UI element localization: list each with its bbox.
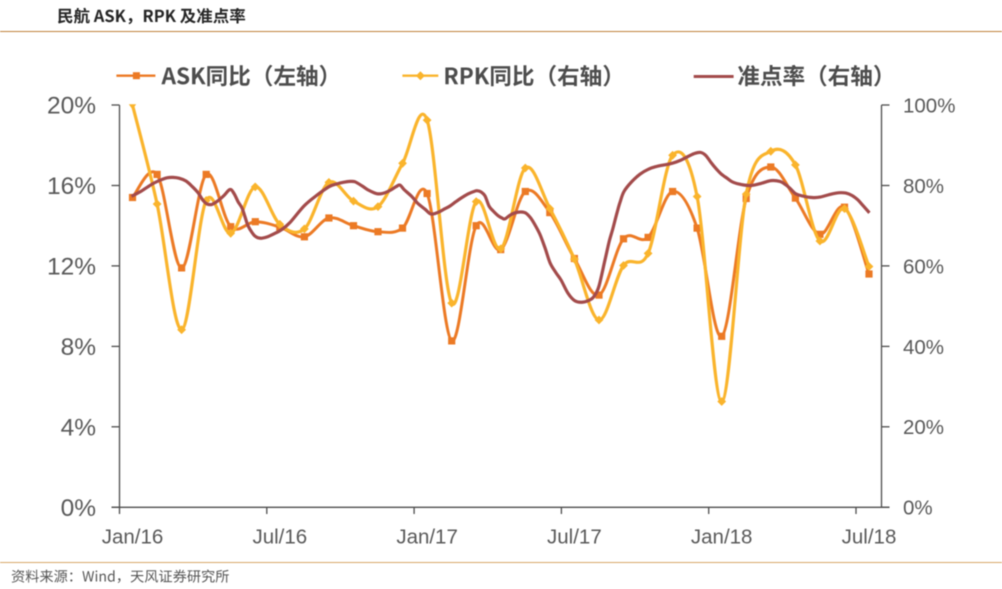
svg-text:16%: 16% bbox=[47, 173, 96, 200]
svg-text:Jul/16: Jul/16 bbox=[252, 526, 307, 549]
svg-text:80%: 80% bbox=[903, 175, 944, 198]
svg-text:20%: 20% bbox=[903, 416, 944, 439]
svg-text:40%: 40% bbox=[903, 336, 944, 359]
svg-text:0%: 0% bbox=[903, 497, 933, 520]
svg-text:4%: 4% bbox=[61, 414, 96, 441]
svg-text:20%: 20% bbox=[47, 93, 96, 120]
svg-text:60%: 60% bbox=[903, 255, 944, 278]
svg-text:Jan/16: Jan/16 bbox=[102, 526, 164, 549]
svg-text:Jul/18: Jul/18 bbox=[842, 526, 897, 549]
svg-text:0%: 0% bbox=[61, 495, 96, 522]
svg-text:Jan/17: Jan/17 bbox=[396, 526, 458, 549]
svg-text:8%: 8% bbox=[61, 334, 96, 361]
svg-text:12%: 12% bbox=[47, 253, 96, 280]
svg-text:Jul/17: Jul/17 bbox=[547, 526, 602, 549]
svg-text:100%: 100% bbox=[903, 94, 955, 117]
svg-text:Jan/18: Jan/18 bbox=[691, 526, 753, 549]
